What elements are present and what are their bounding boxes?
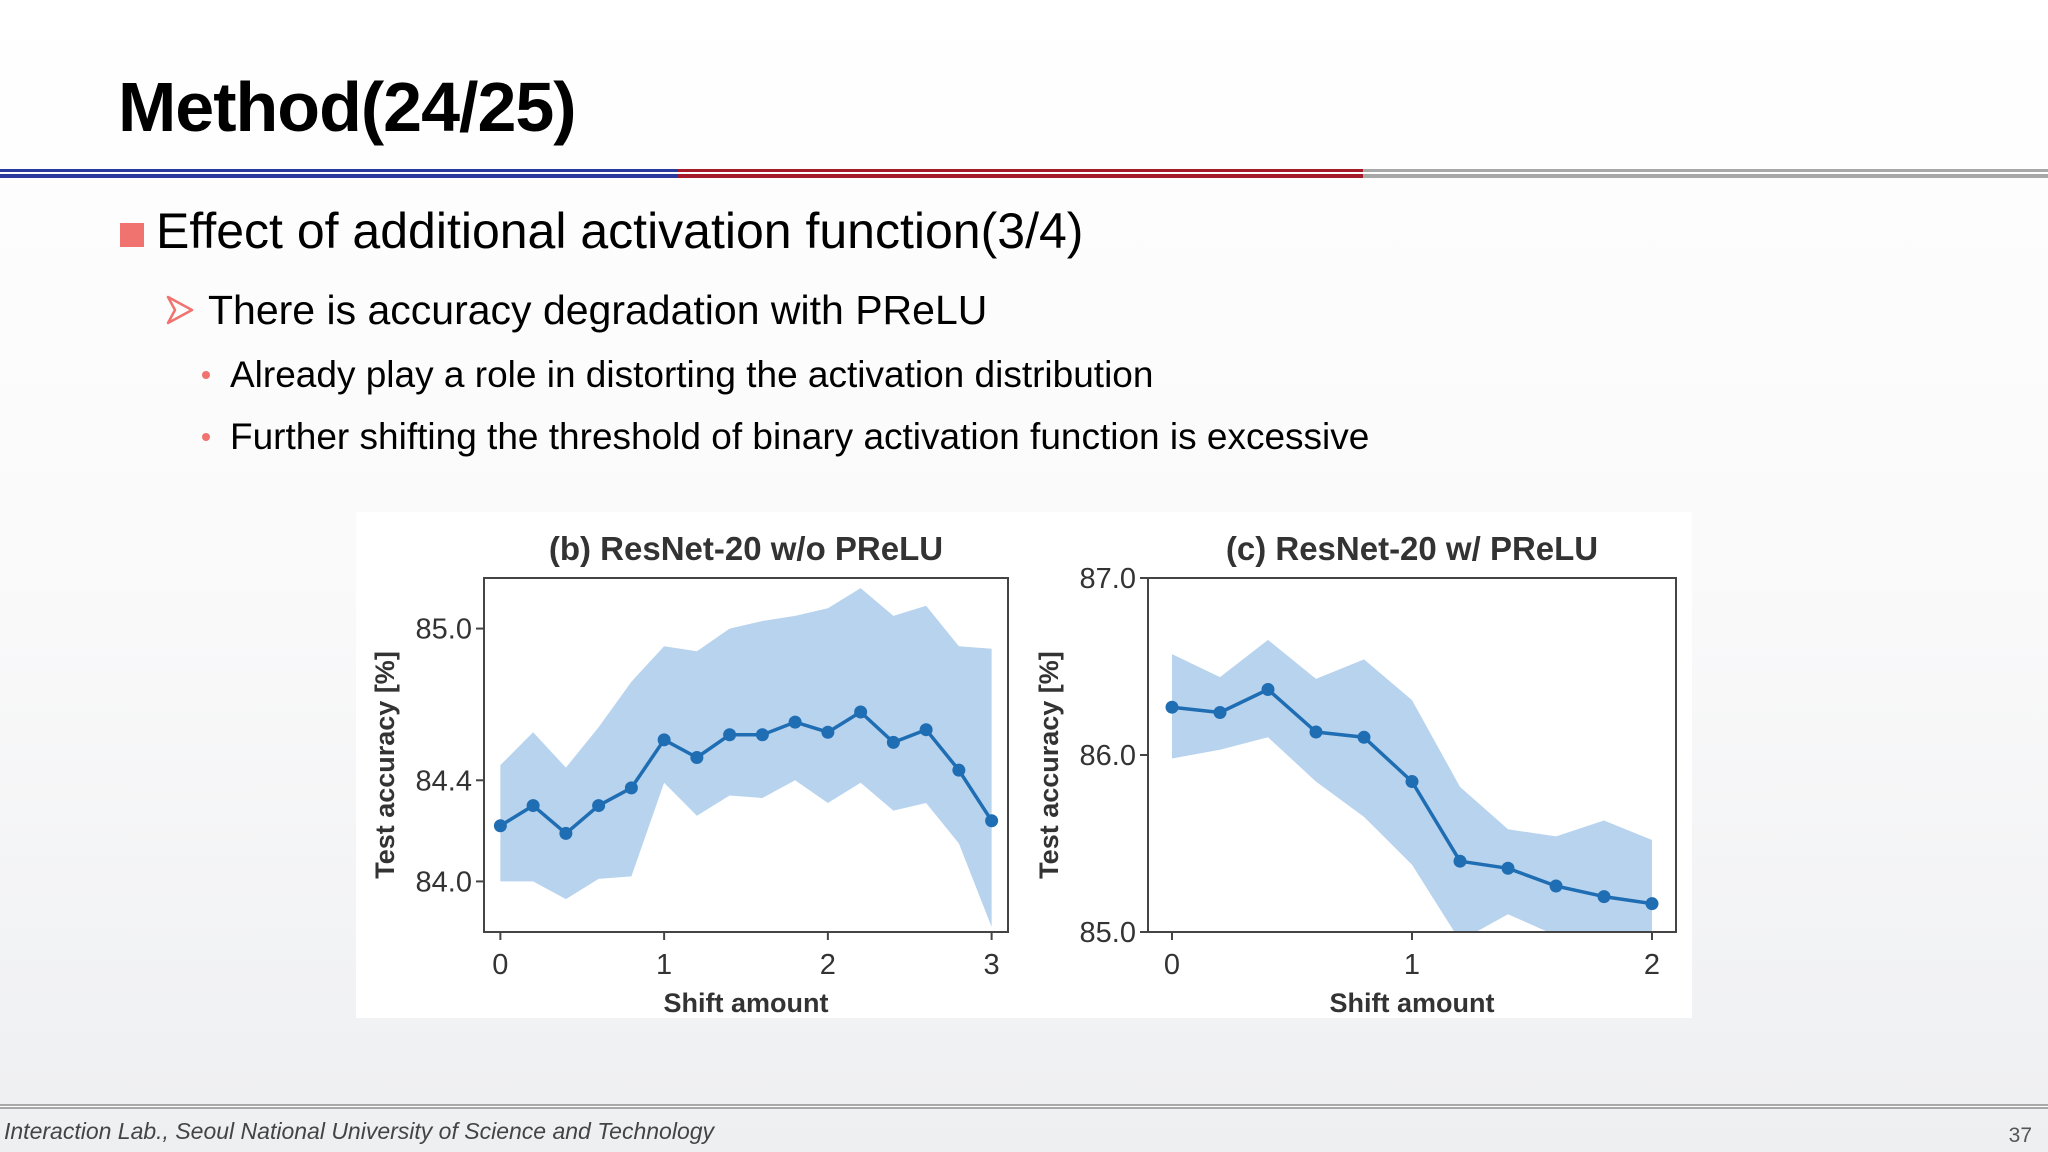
- square-bullet-icon: [120, 223, 144, 247]
- data-point: [919, 723, 933, 737]
- x-axis-label: Shift amount: [1330, 988, 1495, 1018]
- slide-title: Method(24/25): [118, 68, 577, 146]
- footer-text: Interaction Lab., Seoul National Univers…: [4, 1118, 715, 1144]
- title-rule-red: [678, 169, 1363, 179]
- data-point: [624, 781, 638, 795]
- confidence-band: [500, 588, 992, 927]
- data-point: [1597, 890, 1611, 904]
- dot-bullet-icon: [202, 433, 210, 441]
- sub-bullet-1-text: Already play a role in distorting the ac…: [230, 354, 1154, 395]
- data-point: [1213, 706, 1227, 720]
- dot-bullet-icon: [202, 371, 210, 379]
- page-number: 37: [2008, 1124, 2032, 1147]
- y-tick-label: 84.4: [416, 765, 472, 797]
- confidence-band: [1172, 639, 1652, 932]
- data-point: [1357, 730, 1371, 744]
- chart-title: (c) ResNet-20 w/ PReLU: [1226, 530, 1598, 567]
- data-point: [1549, 879, 1563, 893]
- data-point: [821, 725, 835, 739]
- chart-figure: 0 1 2 3 84.0 84.4 85.0 (b) ResNet-20 w/o PReLU S…: [356, 512, 1692, 1018]
- data-point: [1645, 897, 1659, 911]
- title-rule-blue: [0, 169, 678, 179]
- x-tick-label: 0: [1164, 949, 1180, 981]
- y-tick-label: 85.0: [416, 614, 472, 646]
- data-point: [526, 799, 540, 813]
- data-point: [592, 799, 606, 813]
- chart-panel-2: 0 1 2 85.0 86.0 87.0 (c) ResNet-20 w/ PReLU Shi…: [1034, 530, 1677, 1018]
- data-point: [755, 728, 769, 742]
- data-point: [1261, 683, 1275, 697]
- data-point: [1501, 861, 1515, 875]
- x-tick-label: 1: [1404, 949, 1420, 981]
- x-tick-label: 2: [1644, 949, 1660, 981]
- arrow-bullet-icon: [166, 288, 194, 335]
- data-point: [985, 814, 999, 828]
- chart-title: (b) ResNet-20 w/o PReLU: [549, 530, 943, 567]
- x-tick-label: 3: [984, 949, 1000, 981]
- data-point: [788, 715, 802, 729]
- data-point: [1165, 700, 1179, 714]
- y-tick-label: 86.0: [1080, 740, 1136, 772]
- chart-panel-1: 0 1 2 3 84.0 84.4 85.0 (b) ResNet-20 w/o PReLU S…: [370, 530, 1009, 1018]
- sub-bullet-1: Already play a role in distorting the ac…: [202, 354, 1153, 396]
- y-axis-label: Test accuracy [%]: [370, 651, 400, 879]
- title-rule: [0, 169, 2048, 179]
- data-point: [1309, 725, 1323, 739]
- sub-bullet-2-text: Further shifting the threshold of binary…: [230, 416, 1370, 457]
- data-point: [886, 735, 900, 749]
- x-tick-label: 2: [820, 949, 836, 981]
- x-axis-label: Shift amount: [664, 988, 829, 1018]
- x-tick-label: 0: [492, 949, 508, 981]
- data-point: [1453, 854, 1467, 868]
- data-point: [690, 751, 704, 765]
- title-rule-gray: [1363, 169, 2048, 179]
- y-tick-label: 85.0: [1080, 917, 1136, 949]
- y-tick-label: 87.0: [1080, 563, 1136, 595]
- data-point: [952, 763, 966, 777]
- y-axis-label: Test accuracy [%]: [1034, 651, 1064, 879]
- data-point: [854, 705, 868, 719]
- x-tick-label: 1: [656, 949, 672, 981]
- bullet-level1-text: Effect of additional activation function…: [156, 203, 1084, 259]
- data-point: [493, 819, 507, 833]
- footer-rule: [0, 1104, 2048, 1110]
- plot-frame: [483, 577, 1009, 933]
- chart-svg: 0 1 2 3 84.0 84.4 85.0 (b) ResNet-20 w/o PReLU S…: [370, 530, 1677, 1018]
- data-point: [723, 728, 737, 742]
- data-point: [559, 826, 573, 840]
- y-tick-label: 84.0: [416, 866, 472, 898]
- bullet-level1: Effect of additional activation function…: [120, 202, 1083, 260]
- data-point: [657, 733, 671, 747]
- bullet-level2-text: There is accuracy degradation with PReLU: [208, 287, 988, 333]
- sub-bullet-2: Further shifting the threshold of binary…: [202, 416, 1369, 458]
- series-line: [499, 710, 994, 836]
- data-point: [1405, 775, 1419, 789]
- bullet-level2: There is accuracy degradation with PReLU: [166, 286, 987, 335]
